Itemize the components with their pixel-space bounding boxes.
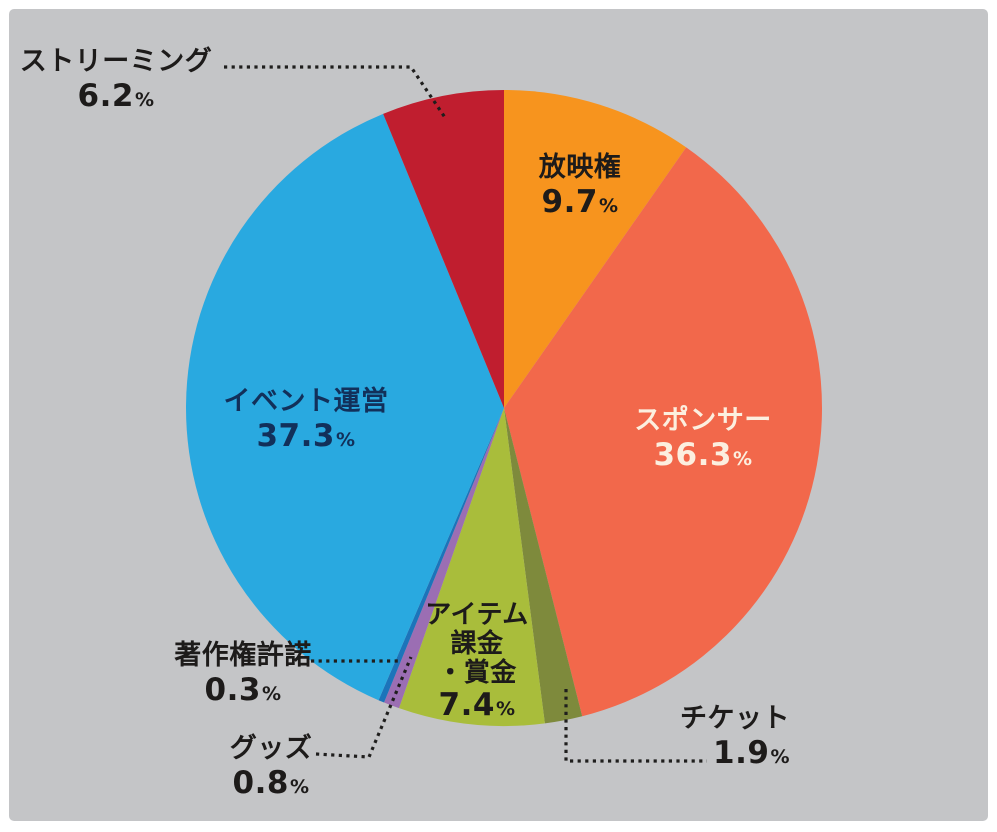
- percent-sign: %: [134, 88, 155, 111]
- slice-label-broadcast-rights: 放映権 9.7%: [498, 151, 662, 220]
- slice-name: スポンサー: [634, 405, 772, 436]
- slice-name: チケット: [680, 703, 790, 734]
- slice-label-goods: グッズ 0.8%: [195, 732, 347, 801]
- pie-slice-item-prize: [399, 408, 545, 727]
- slice-label-item-prize: アイテム 課金 ・賞金 7.4%: [401, 600, 553, 724]
- pie-slice-ticket: [504, 408, 583, 724]
- slice-value: 9.7%: [541, 183, 619, 220]
- slice-name-line: アイテム: [425, 600, 529, 630]
- slice-name: イベント運営: [223, 386, 389, 417]
- slice-name-line: 課金: [450, 629, 504, 660]
- pie-slice-broadcast-rights: [504, 90, 687, 408]
- percent-sign: %: [770, 745, 790, 768]
- percent-sign: %: [261, 682, 282, 705]
- slice-name: グッズ: [229, 733, 313, 764]
- slice-value: 0.8%: [232, 764, 310, 801]
- slice-value: 1.9%: [713, 734, 790, 771]
- pie-slice-copyright-license: [378, 408, 504, 703]
- slice-value: 37.3%: [256, 417, 356, 454]
- slice-value: 6.2%: [77, 77, 155, 114]
- slice-name-line: ・賞金: [437, 658, 517, 689]
- slice-value: 36.3%: [653, 436, 753, 473]
- slice-value: 0.3%: [204, 671, 282, 708]
- pie-slice-goods: [384, 408, 504, 709]
- slice-name: 放映権: [538, 152, 622, 183]
- slice-name: 著作権許諾: [174, 640, 312, 671]
- slice-label-streaming: ストリーミング 6.2%: [10, 45, 222, 114]
- leader-line-streaming: [224, 65, 448, 120]
- pie-slice-event-operation: [186, 113, 504, 701]
- slice-label-copyright-license: 著作権許諾 0.3%: [156, 639, 330, 708]
- percent-sign: %: [495, 698, 516, 721]
- leader-line-goods: [315, 656, 413, 759]
- percent-sign: %: [732, 447, 753, 470]
- slice-value: 7.4%: [438, 687, 516, 724]
- percent-sign: %: [335, 428, 356, 451]
- slice-label-ticket: チケット 1.9%: [636, 702, 790, 771]
- slice-label-event-operation: イベント運営 37.3%: [210, 385, 402, 454]
- slice-name: ストリーミング: [19, 46, 213, 77]
- percent-sign: %: [289, 775, 310, 798]
- leader-line-ticket: [564, 689, 707, 763]
- pie-slice-sponsor: [504, 147, 822, 717]
- pie-slice-streaming: [383, 90, 504, 408]
- percent-sign: %: [598, 194, 619, 217]
- slice-label-sponsor: スポンサー 36.3%: [610, 404, 796, 473]
